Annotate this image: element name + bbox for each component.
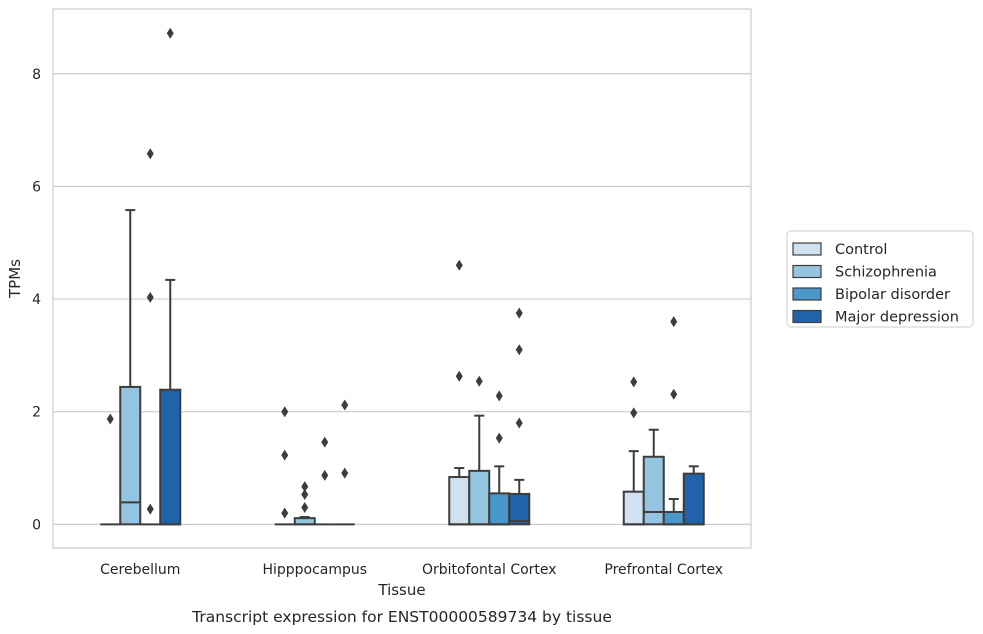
box-body — [682, 472, 705, 526]
legend-label: Schizophrenia — [835, 265, 937, 281]
outlier-point — [455, 259, 463, 271]
outlier-point — [146, 148, 154, 160]
outlier-point — [455, 370, 463, 382]
box-schizophrenia — [293, 481, 316, 526]
legend-swatch — [792, 242, 822, 256]
box-body — [159, 388, 182, 526]
box-bipolar-disorder — [488, 390, 511, 526]
y-axis-label: TPMs — [6, 259, 24, 299]
legend-label: Control — [835, 242, 887, 258]
outlier-point — [146, 291, 154, 303]
outlier-point — [146, 503, 154, 515]
box-schizophrenia — [119, 209, 142, 526]
legend-label: Major depression — [835, 310, 959, 326]
box-body — [448, 476, 471, 526]
outlier-point — [670, 388, 678, 400]
box-body — [662, 510, 685, 526]
outlier-point — [341, 467, 349, 479]
box-body — [488, 492, 511, 526]
x-tick-label: Orbitofontal Cortex — [422, 562, 557, 578]
box-control — [274, 406, 295, 526]
y-tick-label: 0 — [32, 517, 41, 533]
box-control — [448, 259, 471, 526]
box-body — [642, 455, 665, 526]
x-tick-label: Hipppocampus — [262, 562, 367, 578]
box-body — [119, 385, 142, 526]
outlier-point — [281, 449, 289, 461]
legend: Control Schizophrenia Bipolar disorder Majo… — [786, 230, 974, 328]
outlier-point — [630, 407, 638, 419]
box-major-depression — [508, 307, 531, 526]
x-tick-label: Cerebellum — [100, 562, 180, 578]
legend-swatch — [792, 264, 822, 279]
outlier-point — [281, 406, 289, 418]
outlier-point — [301, 481, 309, 493]
box-control — [622, 376, 645, 526]
y-tick-label: 8 — [32, 67, 41, 83]
outlier-point — [106, 413, 114, 425]
chart-caption: Transcript expression for ENST0000058973… — [191, 608, 612, 626]
legend-frame — [786, 230, 974, 328]
outlier-point — [630, 376, 638, 388]
y-tick-label: 6 — [32, 179, 41, 195]
outlier-point — [495, 390, 503, 402]
legend-swatch — [792, 309, 822, 324]
box-body — [508, 492, 531, 526]
box-bipolar-disorder — [140, 148, 161, 526]
y-tick-label: 4 — [32, 292, 41, 308]
outlier-point — [515, 417, 523, 429]
outlier-point — [495, 432, 503, 444]
box-major-depression — [334, 399, 355, 526]
outlier-point — [515, 307, 523, 319]
box-schizophrenia — [468, 375, 491, 526]
box-major-depression — [159, 27, 182, 526]
x-tick-label: Prefrontal Cortex — [604, 562, 723, 578]
outlier-point — [321, 436, 329, 448]
outlier-point — [321, 469, 329, 481]
box-body — [468, 469, 491, 526]
boxes — [100, 27, 705, 526]
box-control — [100, 413, 121, 526]
outlier-point — [301, 501, 309, 513]
box-major-depression — [682, 465, 705, 526]
outlier-point — [166, 27, 174, 39]
outlier-point — [475, 375, 483, 387]
box-schizophrenia — [642, 428, 665, 526]
outlier-point — [341, 399, 349, 411]
legend-label: Bipolar disorder — [835, 287, 950, 303]
outlier-point — [670, 316, 678, 328]
box-bipolar-disorder — [662, 316, 685, 526]
box-body — [622, 490, 645, 526]
y-tick-label: 2 — [32, 405, 41, 421]
outlier-point — [515, 344, 523, 356]
outlier-point — [301, 488, 309, 500]
y-tick-labels: 0 2 4 6 8 — [32, 67, 41, 534]
outlier-point — [281, 507, 289, 519]
x-axis-label: Tissue — [377, 581, 425, 599]
x-tick-labels: Cerebellum Hipppocampus Orbitofontal Corte… — [100, 562, 723, 578]
legend-swatch — [792, 287, 822, 301]
box-bipolar-disorder — [314, 436, 335, 526]
plot-frame — [52, 8, 752, 549]
